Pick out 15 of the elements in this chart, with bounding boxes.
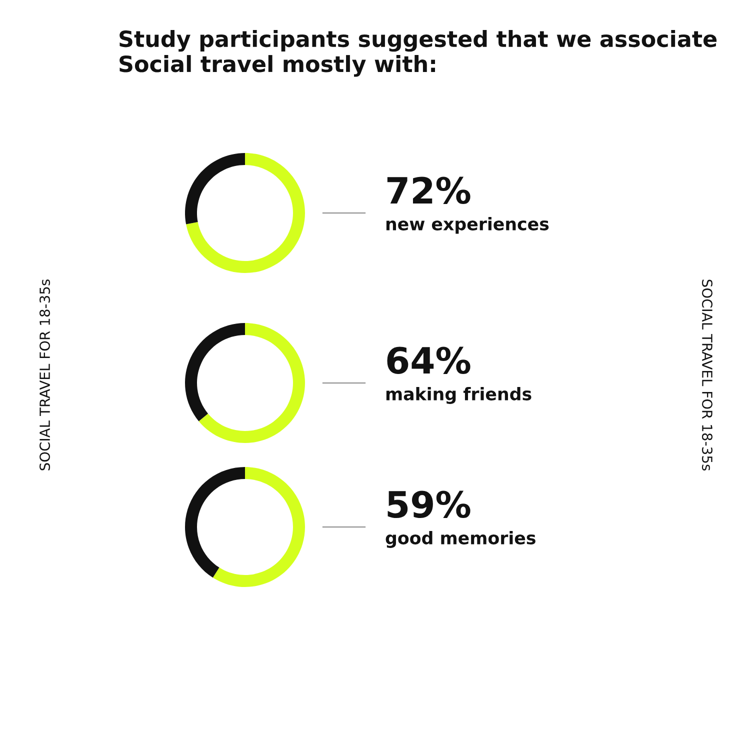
donut-slice (185, 323, 245, 422)
data-label: 64% (387, 346, 470, 374)
data-label: 59% (388, 490, 470, 518)
chart-title: Study participants suggested that we associate Social travel mostly with: (120, 30, 717, 77)
slice-label: good memories (386, 531, 536, 548)
slice-label: making friends (386, 387, 532, 404)
donut-slice (198, 323, 305, 443)
text: SOCIAL TRAVEL FOR 18-35s (702, 280, 712, 471)
text: SOCIAL TRAVEL FOR 18-35s (40, 279, 50, 470)
donut-slice (185, 467, 245, 578)
data-label: 72% (387, 176, 470, 204)
donut-slice (185, 153, 245, 224)
slice-label: new experiences (386, 217, 549, 234)
donut-slice (212, 467, 305, 587)
donut-slice (186, 153, 305, 273)
